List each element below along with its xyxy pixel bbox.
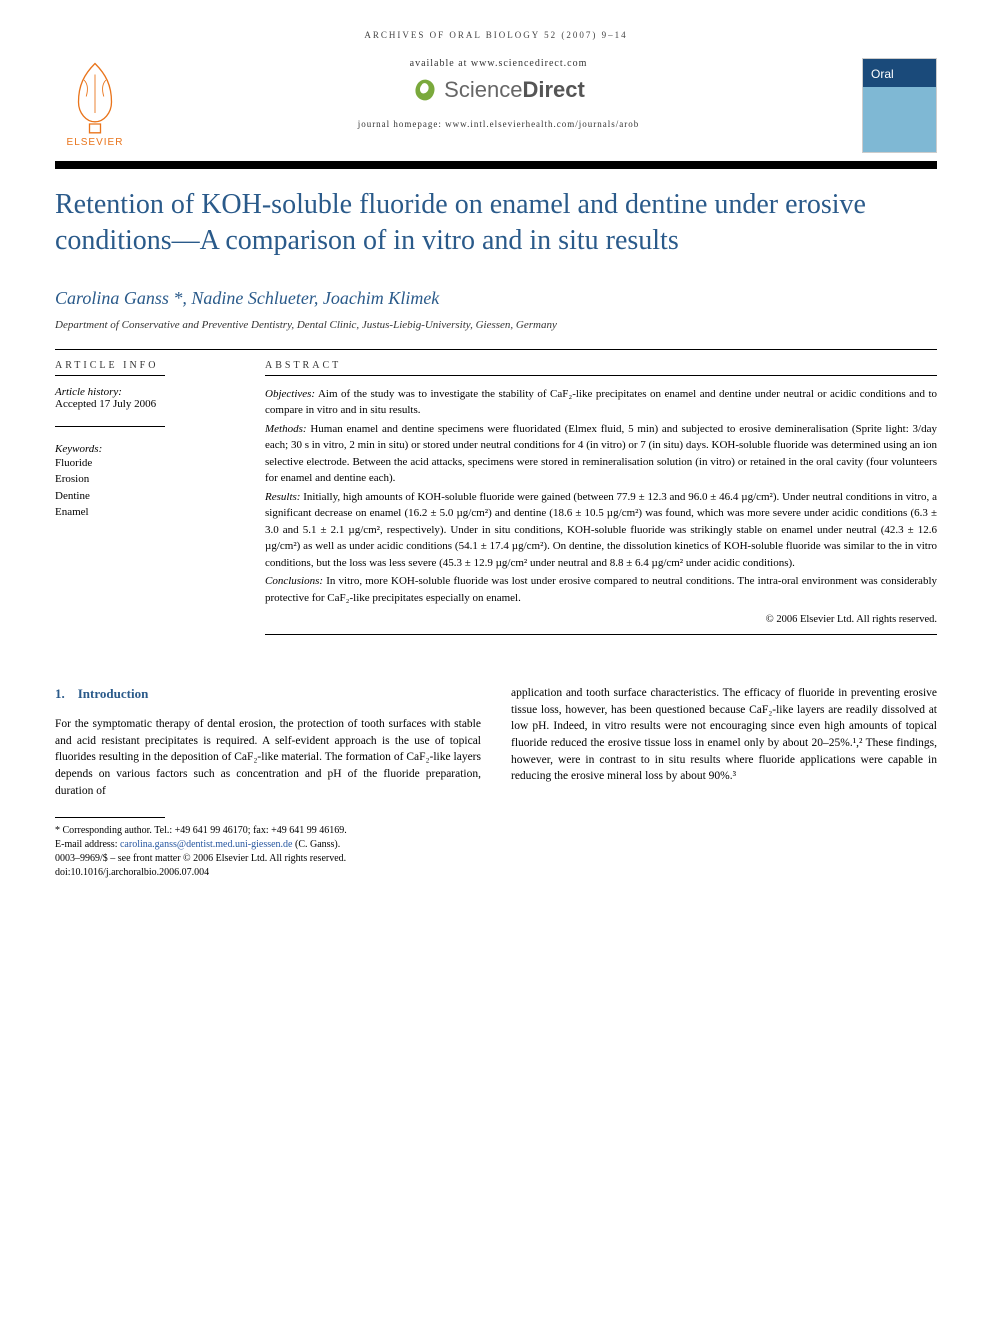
rule-above-abstract <box>55 349 937 350</box>
body-column-right: application and tooth surface characteri… <box>511 685 937 799</box>
journal-cover-thumbnail <box>862 58 937 153</box>
methods-text: Human enamel and dentine specimens were … <box>265 423 937 485</box>
masthead-center: available at www.sciencedirect.com Scien… <box>135 58 862 129</box>
keyword-item: Enamel <box>55 504 235 521</box>
email-label: E-mail address: <box>55 839 120 850</box>
article-title: Retention of KOH-soluble fluoride on ena… <box>55 187 937 260</box>
intro-paragraph-1: For the symptomatic therapy of dental er… <box>55 716 481 799</box>
results-text: Initially, high amounts of KOH-soluble f… <box>265 491 937 569</box>
author-list: Carolina Ganss *, Nadine Schlueter, Joac… <box>55 288 937 309</box>
history-accepted: Accepted 17 July 2006 <box>55 398 235 410</box>
elsevier-logo: ELSEVIER <box>55 58 135 148</box>
issn-line: 0003–9969/$ – see front matter © 2006 El… <box>55 852 937 866</box>
methods-lead: Methods: <box>265 423 307 435</box>
elsevier-tree-icon <box>62 58 128 135</box>
affiliation: Department of Conservative and Preventiv… <box>55 319 937 331</box>
sciencedirect-wordmark: ScienceDirect <box>444 77 585 103</box>
objectives-lead: Objectives: <box>265 388 315 400</box>
rule-info-2 <box>55 426 165 427</box>
sciencedirect-logo: ScienceDirect <box>412 77 585 103</box>
keyword-item: Erosion <box>55 471 235 488</box>
sciencedirect-icon <box>412 77 438 103</box>
history-label: Article history: <box>55 386 235 398</box>
conclusions-lead: Conclusions: <box>265 575 323 587</box>
keywords-label: Keywords: <box>55 443 235 455</box>
abstract-label: ABSTRACT <box>265 360 937 371</box>
abstract-text: Objectives: Aim of the study was to inve… <box>265 386 937 628</box>
journal-homepage-text: journal homepage: www.intl.elsevierhealt… <box>155 119 842 129</box>
masthead: ELSEVIER available at www.sciencedirect.… <box>55 58 937 153</box>
author-email-link[interactable]: carolina.ganss@dentist.med.uni-giessen.d… <box>120 839 293 850</box>
rule-abstract-bottom <box>265 634 937 635</box>
email-line: E-mail address: carolina.ganss@dentist.m… <box>55 838 937 852</box>
rule-thick-top <box>55 161 937 169</box>
available-at-text: available at www.sciencedirect.com <box>155 58 842 69</box>
keyword-item: Dentine <box>55 488 235 505</box>
corresponding-author: * Corresponding author. Tel.: +49 641 99… <box>55 824 937 838</box>
rule-info-1 <box>55 375 165 376</box>
results-lead: Results: <box>265 491 300 503</box>
page-footer: * Corresponding author. Tel.: +49 641 99… <box>55 817 937 880</box>
body-two-column: 1. Introduction For the symptomatic ther… <box>55 685 937 799</box>
email-suffix: (C. Ganss). <box>292 839 340 850</box>
conclusions-text: In vitro, more KOH-soluble fluoride was … <box>265 575 937 604</box>
info-abstract-row: ARTICLE INFO Article history: Accepted 1… <box>55 360 937 635</box>
section-1-heading: 1. Introduction <box>55 685 481 704</box>
body-column-left: 1. Introduction For the symptomatic ther… <box>55 685 481 799</box>
running-header: ARCHIVES OF ORAL BIOLOGY 52 (2007) 9–14 <box>55 30 937 40</box>
rule-abstract-top <box>265 375 937 376</box>
article-info-column: ARTICLE INFO Article history: Accepted 1… <box>55 360 235 635</box>
doi-line: doi:10.1016/j.archoralbio.2006.07.004 <box>55 866 937 880</box>
abstract-column: ABSTRACT Objectives: Aim of the study wa… <box>265 360 937 635</box>
article-info-label: ARTICLE INFO <box>55 360 235 371</box>
elsevier-wordmark: ELSEVIER <box>67 137 124 148</box>
intro-paragraph-2: application and tooth surface characteri… <box>511 685 937 785</box>
rule-footnote <box>55 817 165 818</box>
keyword-item: Fluoride <box>55 455 235 472</box>
abstract-copyright: © 2006 Elsevier Ltd. All rights reserved… <box>265 612 937 628</box>
objectives-text: Aim of the study was to investigate the … <box>265 388 937 417</box>
